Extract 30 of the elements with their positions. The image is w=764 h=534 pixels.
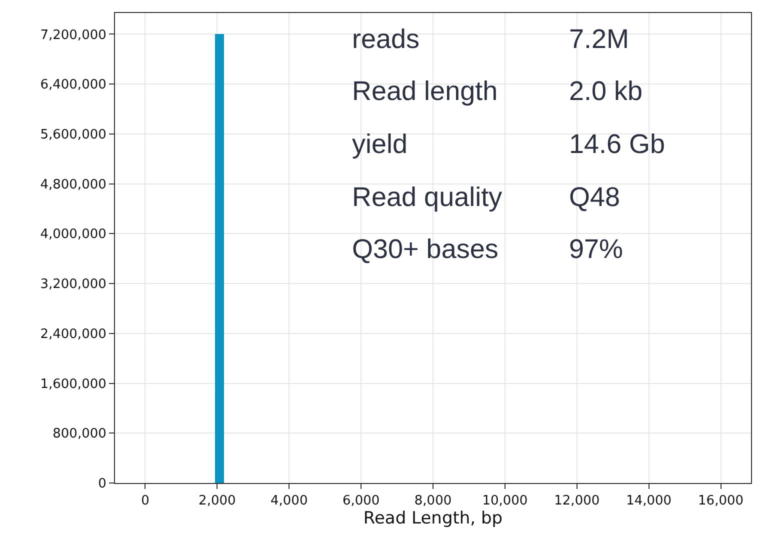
- y-tick-label: 4,800,000: [40, 177, 106, 192]
- annotation: 7.2M: [569, 24, 630, 54]
- x-tick-label: 2,000: [198, 494, 236, 509]
- annotation: yield: [352, 129, 408, 159]
- x-tick-label: 0: [141, 494, 150, 509]
- annotation: Q48: [569, 182, 620, 212]
- y-tick-label: 4,000,000: [40, 227, 106, 242]
- y-tick-label: 5,600,000: [40, 127, 106, 142]
- x-tick-label: 8,000: [414, 494, 452, 509]
- x-tick-label: 16,000: [698, 494, 744, 509]
- y-tick-label: 7,200,000: [40, 28, 106, 43]
- y-tick-label: 3,200,000: [40, 277, 106, 292]
- y-tick-label: 2,400,000: [40, 326, 106, 342]
- x-tick-label: 6,000: [342, 494, 380, 509]
- annotation: Read quality: [352, 182, 503, 212]
- x-tick-label: 4,000: [270, 494, 308, 509]
- y-tick-label: 800,000: [52, 426, 106, 442]
- x-axis-title: Read Length, bp: [363, 508, 503, 529]
- annotation: Read length: [352, 76, 498, 106]
- y-tick-label: 0: [98, 476, 106, 492]
- annotation: 2.0 kb: [569, 76, 643, 106]
- annotation: reads: [352, 24, 420, 54]
- annotation: 97%: [569, 234, 624, 264]
- x-tick-label: 10,000: [482, 494, 528, 509]
- x-tick-label: 14,000: [626, 494, 672, 509]
- annotation: Q30+ bases: [352, 234, 498, 264]
- annotation: 14.6 Gb: [569, 129, 666, 159]
- y-tick-label: 1,600,000: [40, 376, 106, 392]
- y-tick-label: 6,400,000: [40, 78, 106, 93]
- x-tick-label: 12,000: [554, 494, 600, 509]
